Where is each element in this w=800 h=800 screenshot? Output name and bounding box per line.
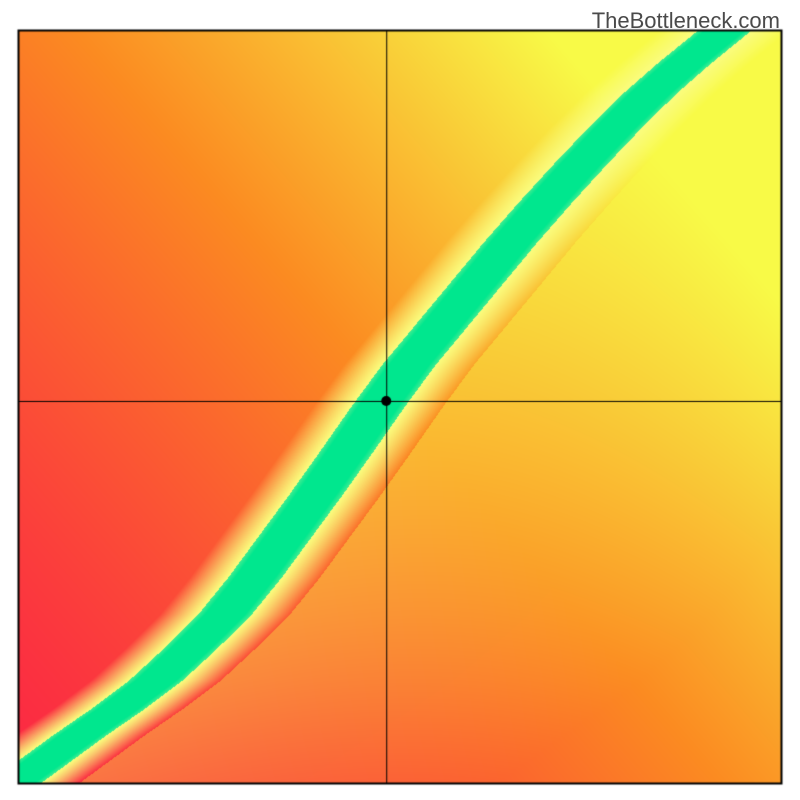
watermark-text: TheBottleneck.com xyxy=(592,8,780,34)
chart-container: TheBottleneck.com xyxy=(0,0,800,800)
heatmap-canvas xyxy=(0,0,800,800)
